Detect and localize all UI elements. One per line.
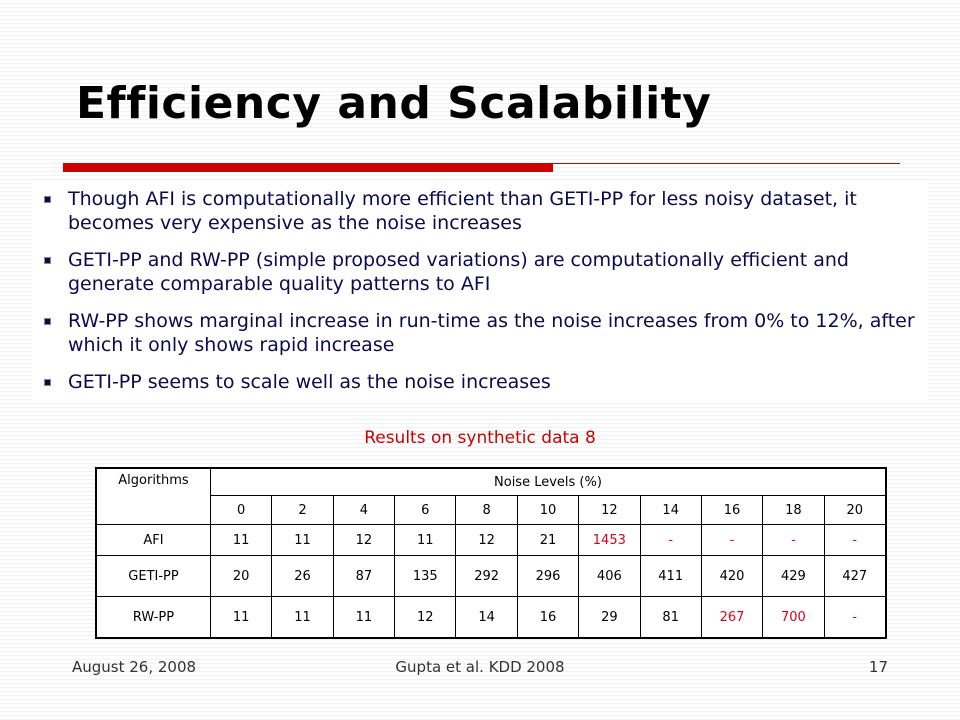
- cell: -: [823, 596, 887, 639]
- header-row: 0 2 4 6 8 10 12 14 16 18 20: [96, 495, 887, 525]
- cell: 292: [455, 555, 518, 597]
- bullet: GETI-PP and RW-PP (simple proposed varia…: [32, 248, 928, 296]
- header-cell: Algorithms: [95, 467, 211, 525]
- noise-level: 18: [762, 495, 825, 525]
- bullet-list: Though AFI is computationally more effic…: [32, 183, 928, 400]
- cell: 11: [209, 524, 273, 556]
- noise-level: 6: [394, 495, 457, 525]
- cell: 26: [271, 555, 334, 597]
- cell: 420: [700, 555, 764, 597]
- cell: -: [762, 524, 825, 556]
- cell: 406: [578, 555, 641, 597]
- footer-date: August 26, 2008: [72, 658, 197, 676]
- table-caption: Results on synthetic data 8: [364, 428, 596, 448]
- cell: -: [700, 524, 764, 556]
- cell: 11: [271, 596, 334, 639]
- slide-title: Efficiency and Scalability: [76, 78, 712, 129]
- cell: 12: [332, 524, 396, 556]
- cell: -: [823, 524, 887, 556]
- noise-level: 14: [639, 495, 702, 525]
- cell: 81: [639, 596, 702, 639]
- header-row: Algorithms Noise Levels (%): [95, 467, 887, 525]
- bullet: Though AFI is computationally more effic…: [32, 187, 928, 235]
- data-row: AFI 11 11 12 11 12 21 1453- - - -: [95, 524, 887, 556]
- cell: 1453: [578, 524, 641, 556]
- cell: 700: [762, 596, 825, 639]
- noise-level: 16: [700, 495, 764, 525]
- cell: 11: [271, 524, 334, 556]
- row-label: GETI-PP: [95, 555, 211, 597]
- header-cell: Noise Levels (%): [209, 467, 887, 496]
- page-number: 17: [868, 658, 888, 676]
- cell: 16: [516, 596, 580, 639]
- results-table: Algorithms Noise Levels (%) 0 2 4 6 8 10 12 14 16 1…: [95, 467, 887, 639]
- bullet: RW-PP shows marginal increase in run-tim…: [32, 309, 928, 357]
- title-rule: [553, 163, 900, 164]
- cell: 11: [209, 596, 273, 639]
- data-row: GETI-PP 20 26 87 135 292 296 406 411 420 429 427: [95, 555, 887, 597]
- bullet: GETI-PP seems to scale well as the noise…: [32, 370, 928, 394]
- cell: 411: [639, 555, 702, 597]
- noise-level: 12: [578, 495, 641, 525]
- cell: 267: [700, 596, 764, 639]
- data-row: RW-PP 11 11 11 12 14 16 29 81 267 700-: [95, 596, 887, 639]
- cell: 29: [578, 596, 641, 639]
- cell: 135: [394, 555, 457, 597]
- noise-level: 20: [823, 495, 887, 525]
- cell: 11: [394, 524, 457, 556]
- cell: 87: [332, 555, 396, 597]
- row-label: RW-PP: [95, 596, 211, 639]
- cell: -: [639, 524, 702, 556]
- row-label: AFI: [95, 524, 211, 556]
- footer-citation: Gupta et al. KDD 2008: [395, 658, 565, 676]
- noise-level: 8: [455, 495, 518, 525]
- cell: 429: [762, 555, 825, 597]
- cell: 20: [209, 555, 273, 597]
- noise-level: 0: [209, 495, 273, 525]
- cell: 12: [394, 596, 457, 639]
- noise-level: 10: [516, 495, 580, 525]
- cell: 21: [516, 524, 580, 556]
- noise-level: 4: [332, 495, 396, 525]
- cell: 12: [455, 524, 518, 556]
- cell: 11: [332, 596, 396, 639]
- title-bar: [63, 163, 553, 172]
- cell: 427: [823, 555, 887, 597]
- cell: 296: [516, 555, 580, 597]
- cell: 14: [455, 596, 518, 639]
- noise-level: 2: [271, 495, 334, 525]
